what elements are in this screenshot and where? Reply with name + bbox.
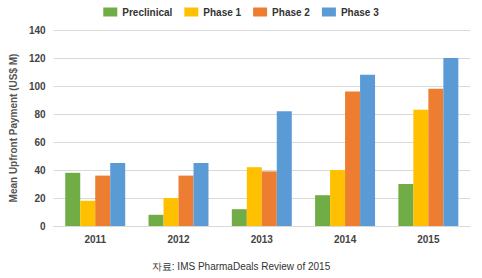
svg-text:40: 40 <box>34 165 46 176</box>
svg-text:2015: 2015 <box>417 234 440 245</box>
svg-text:Preclinical: Preclinical <box>122 7 172 18</box>
svg-text:120: 120 <box>29 53 46 64</box>
svg-text:자료: IMS PharmaDeals Review of: 자료: IMS PharmaDeals Review of 2015 <box>152 261 331 272</box>
svg-text:80: 80 <box>34 109 46 120</box>
svg-text:Phase 1: Phase 1 <box>203 7 241 18</box>
svg-text:0: 0 <box>40 221 46 232</box>
svg-text:20: 20 <box>34 193 46 204</box>
svg-text:Phase 2: Phase 2 <box>272 7 310 18</box>
svg-text:60: 60 <box>34 137 46 148</box>
svg-text:2013: 2013 <box>251 234 274 245</box>
svg-text:Mean Upfront Payment (US$ M): Mean Upfront Payment (US$ M) <box>8 54 19 203</box>
svg-text:Phase 3: Phase 3 <box>341 7 379 18</box>
svg-text:2011: 2011 <box>84 234 106 245</box>
svg-text:2012: 2012 <box>167 234 190 245</box>
svg-text:100: 100 <box>29 81 46 92</box>
svg-text:2014: 2014 <box>334 234 357 245</box>
svg-text:140: 140 <box>29 25 46 36</box>
